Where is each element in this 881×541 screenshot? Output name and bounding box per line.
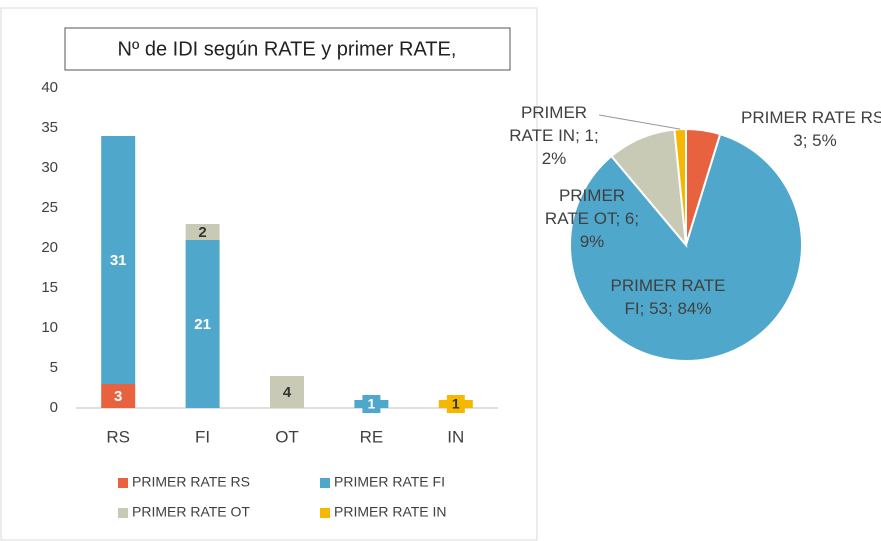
legend-label: PRIMER RATE FI (334, 474, 445, 490)
legend-label: PRIMER RATE RS (132, 474, 250, 490)
y-tick-label: 10 (41, 319, 58, 336)
x-tick-label: OT (275, 427, 299, 446)
pie-label: PRIMER RATE RS; 3; 5% (741, 108, 881, 150)
legend-swatch (320, 508, 330, 518)
data-label: 31 (110, 252, 127, 269)
x-tick-label: FI (195, 427, 210, 446)
y-tick-label: 20 (41, 239, 58, 256)
data-label: 3 (114, 388, 122, 405)
legend-swatch (320, 478, 330, 488)
pie-slice (569, 132, 803, 362)
data-label: 1 (368, 396, 376, 412)
y-tick-label: 30 (41, 159, 58, 176)
data-label: 2 (198, 224, 206, 241)
data-label-box (362, 395, 381, 413)
legend-swatch (118, 508, 128, 518)
chart-title: Nº de IDI según RATE y primer RATE, (118, 38, 457, 60)
bar-segment (185, 224, 220, 240)
y-tick-label: 40 (41, 79, 58, 96)
pie-label: PRIMER RATE IN; 1; 2% (509, 103, 599, 168)
y-tick-label: 25 (41, 199, 58, 216)
x-tick-label: RS (106, 427, 130, 446)
y-tick-label: 5 (50, 359, 58, 376)
bar-segment (101, 136, 136, 384)
data-label-box (446, 395, 465, 413)
leader-line (598, 114, 681, 130)
x-tick-label: IN (447, 427, 464, 446)
data-label: 21 (194, 316, 211, 333)
legend-label: PRIMER RATE IN (334, 504, 447, 520)
chart-frame (0, 7, 538, 541)
legend-swatch (118, 478, 128, 488)
title-box (64, 27, 511, 71)
legend-label: PRIMER RATE OT (132, 504, 250, 520)
bar-segment (270, 376, 304, 408)
pie-label: PRIMER RATE OT; 6; 9% (544, 186, 640, 251)
y-tick-label: 15 (41, 279, 58, 296)
pie-label: PRIMER RATE FI; 53; 84% (610, 276, 726, 318)
data-label: 4 (283, 384, 292, 401)
data-label: 1 (452, 396, 460, 412)
bar-segment (101, 384, 136, 408)
x-tick-label: RE (360, 427, 384, 446)
y-tick-label: 35 (41, 119, 58, 136)
y-tick-label: 0 (50, 399, 58, 416)
bar-segment (185, 240, 220, 408)
